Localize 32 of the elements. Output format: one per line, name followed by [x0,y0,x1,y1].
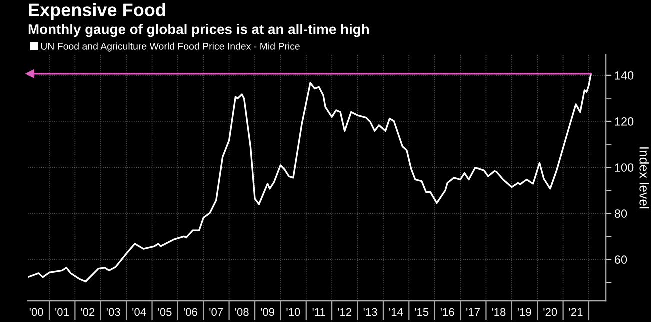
x-tick-label: '14 [390,308,404,316]
y-tick-label: 60 [615,256,628,264]
x-tick-label: '02 [81,308,95,316]
x-tick-label: '01 [56,308,69,316]
y-tick-label: 120 [615,118,634,126]
x-tick-label: '10 [286,308,300,316]
x-tick-label: '03 [106,308,120,316]
y-axis-title: Index level [640,148,650,209]
x-tick-label: '11 [312,308,326,316]
x-tick-label: '07 [210,308,224,316]
x-tick-label: '21 [569,308,583,316]
x-tick-label: '06 [184,308,198,316]
y-tick-label: 140 [615,71,634,80]
x-tick-label: '17 [466,308,480,316]
x-tick-label: '09 [261,308,274,316]
line-series [28,73,592,283]
x-tick-label: '19 [518,308,532,316]
legend-label: UN Food and Agriculture World Food Price Index - Mid Price [41,42,300,52]
x-tick-label: '08 [235,308,249,316]
x-tick-label: '04 [132,308,146,316]
x-tick-label: '12 [338,308,352,316]
chart-subtitle: Monthly gauge of global prices is at an all-time high [28,24,369,38]
x-tick-label: '05 [158,308,172,316]
y-tick-label: 80 [614,210,628,218]
x-tick-label: '16 [440,308,454,316]
x-tick-label: '15 [415,308,429,316]
x-tick-label: '13 [364,308,378,316]
x-tick-label: '00 [30,308,44,316]
x-tick-label: '20 [544,308,558,316]
y-tick-label: 100 [615,164,634,172]
chart-title: Expensive Food [29,3,166,20]
x-tick-label: '18 [492,308,506,316]
